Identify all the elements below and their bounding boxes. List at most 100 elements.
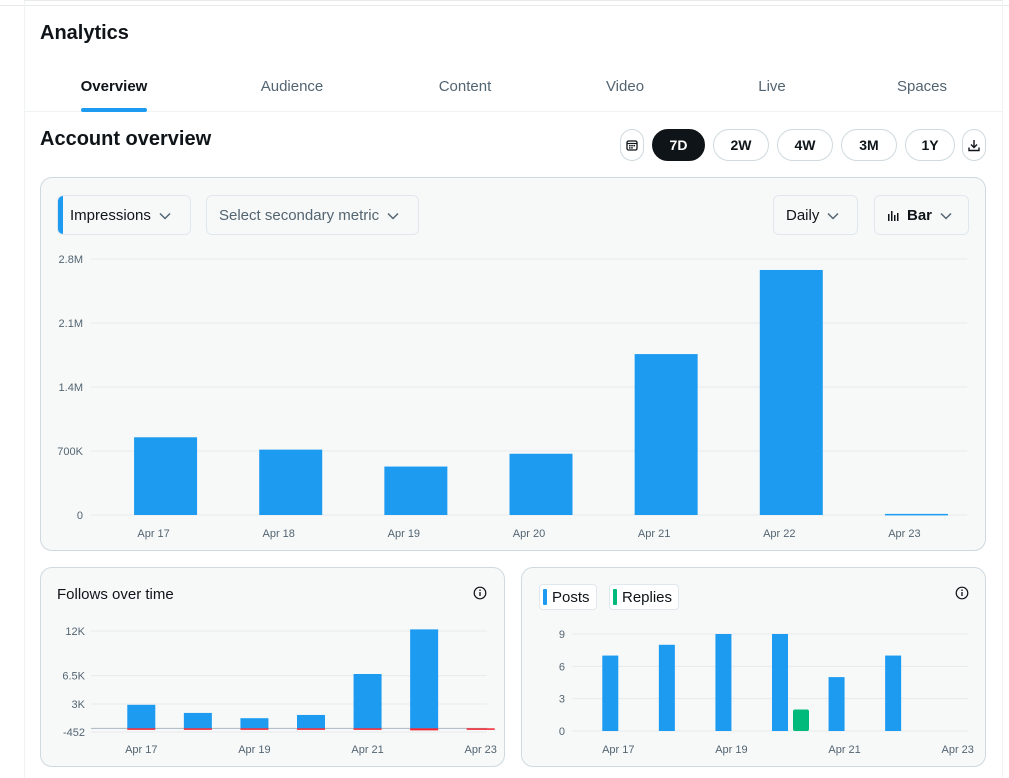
top-divider [0,5,1009,6]
x-tick-label: Apr 17 [602,744,634,756]
range-2w-button[interactable]: 2W [713,129,769,161]
impressions-bar [134,437,198,515]
x-tick-label: Apr 23 [888,528,920,540]
replies-swatch [613,589,617,605]
follows-bar [353,673,382,729]
y-tick-label: 6 [559,661,565,673]
x-tick-label: Apr 21 [351,744,383,756]
legend-posts-label: Posts [552,588,590,606]
y-tick-label: 2.1M [59,318,83,330]
y-tick-label: 0 [559,726,565,738]
chevron-down-icon [159,207,171,224]
posts-card: Posts Replies 0 3 6 9 Apr 17 Apr 19 Apr 21 Apr … [521,567,986,767]
impressions-bar [384,466,448,515]
tab-spaces[interactable]: Spaces [896,78,948,95]
impressions-bar [759,269,823,515]
range-1y-button[interactable]: 1Y [905,129,955,161]
posts-chart: 0 3 6 9 Apr 17 Apr 19 Apr 21 Apr 23 [559,629,974,756]
legend-replies[interactable]: Replies [609,584,680,610]
page-title: Analytics [40,22,129,44]
tab-audience[interactable]: Audience [260,78,324,95]
x-tick-label: Apr 19 [388,528,420,540]
follows-card-title: Follows over time [57,586,174,603]
tab-bar: Overview Audience Content Video Live Spa… [24,66,1003,112]
primary-metric-dropdown[interactable]: Impressions [57,195,191,235]
impressions-bar [884,513,948,516]
x-tick-label: Apr 20 [513,528,545,540]
unfollows-bar [240,728,269,730]
unfollows-bar [353,728,382,730]
main-chart-card: Impressions Select secondary metric Dail… [40,177,986,551]
tab-overview[interactable]: Overview [80,78,148,95]
impressions-bar [634,354,698,515]
y-tick-label: 9 [559,629,565,641]
impressions-chart: 0 700K 1.4M 2.1M 2.8M Apr 17 Apr 18 Apr 19 Apr 2… [57,254,967,540]
follows-bar [297,714,325,729]
chevron-down-icon [940,207,952,224]
download-icon [968,139,980,151]
info-icon[interactable] [955,586,969,600]
x-tick-label: Apr 22 [763,528,795,540]
x-tick-label: Apr 23 [465,744,497,756]
follows-bar [183,712,212,729]
date-picker-button[interactable] [620,129,644,161]
x-tick-label: Apr 19 [238,744,270,756]
section-title: Account overview [40,128,212,150]
secondary-metric-label: Select secondary metric [219,206,380,224]
tab-content[interactable]: Content [438,78,492,95]
y-tick-label: -452 [63,727,85,739]
posts-bar [658,644,675,731]
follows-bar [410,629,439,729]
x-tick-label: Apr 21 [828,744,860,756]
x-tick-label: Apr 23 [942,744,974,756]
chart-type-label: Bar [907,206,933,224]
calendar-icon [626,140,638,151]
legend-posts[interactable]: Posts [539,584,597,610]
primary-metric-label: Impressions [70,206,151,224]
y-tick-label: 6.5K [62,671,85,683]
unfollows-bar [127,728,156,730]
replies-bar [793,709,809,731]
follows-bar [240,718,269,729]
x-tick-label: Apr 21 [638,528,670,540]
follows-chart: -452 3K 6.5K 12K Apr 17 Apr 19 Apr 21 Apr 23 [62,626,497,756]
x-tick-label: Apr 19 [715,744,747,756]
tab-video[interactable]: Video [605,78,645,95]
posts-bar [602,655,619,731]
y-tick-label: 0 [77,510,83,522]
granularity-dropdown[interactable]: Daily [773,195,858,235]
tab-live[interactable]: Live [758,78,786,95]
x-tick-label: Apr 17 [125,744,157,756]
y-tick-label: 700K [57,446,83,458]
bar-chart-icon [887,210,899,221]
posts-bar [772,634,788,731]
y-tick-label: 12K [65,626,85,638]
granularity-label: Daily [786,206,820,224]
unfollows-bar [466,728,495,730]
chevron-down-icon [387,207,399,224]
range-4w-button[interactable]: 4W [777,129,833,161]
y-tick-label: 3K [72,699,86,711]
active-tab-indicator [81,108,147,112]
info-icon[interactable] [473,586,487,600]
unfollows-bar [410,728,439,731]
content-frame [24,0,1003,778]
secondary-metric-dropdown[interactable]: Select secondary metric [206,195,419,235]
unfollows-bar [183,728,212,730]
posts-swatch [543,589,547,605]
metric-color-swatch [58,196,63,234]
posts-bar [885,655,902,731]
chart-type-dropdown[interactable]: Bar [874,195,969,235]
impressions-bar [509,453,573,515]
x-tick-label: Apr 17 [137,528,169,540]
download-button[interactable] [962,129,986,161]
range-7d-button[interactable]: 7D [652,129,705,161]
x-tick-label: Apr 18 [263,528,295,540]
range-3m-button[interactable]: 3M [841,129,897,161]
follows-card: Follows over time -452 3K 6.5K 12K Apr 17 Apr… [40,567,505,767]
posts-bar [715,634,732,731]
follows-bar [127,704,156,729]
chevron-down-icon [827,207,839,224]
unfollows-bar [297,728,325,730]
impressions-bar [259,449,323,515]
